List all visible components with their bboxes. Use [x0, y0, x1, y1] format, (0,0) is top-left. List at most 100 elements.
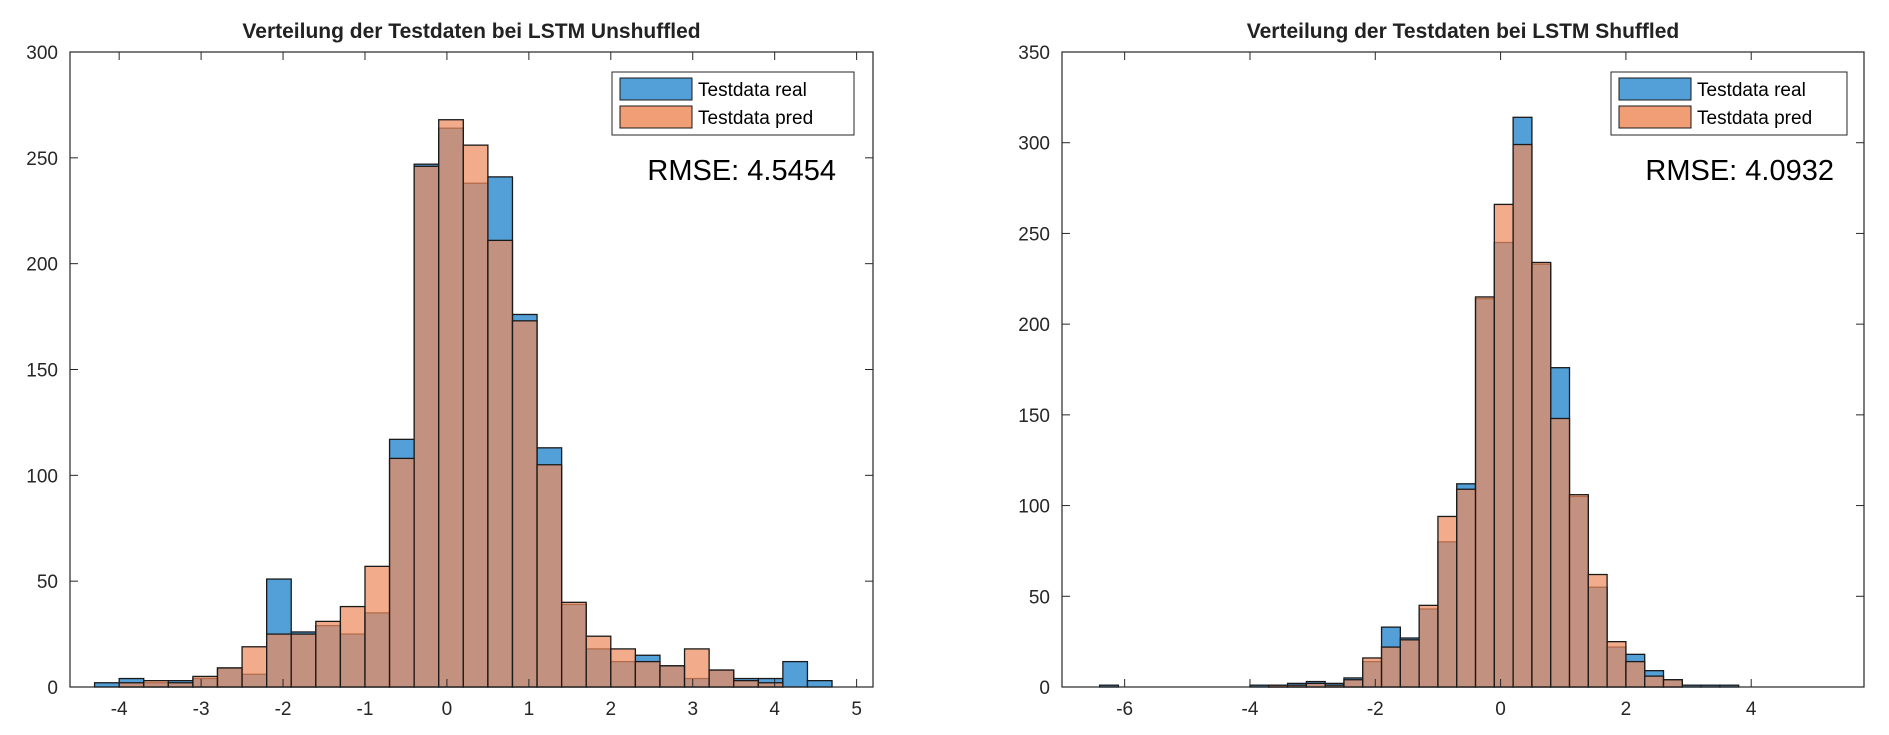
x-tick-label: 0 [442, 699, 453, 720]
bar [1418, 604, 1439, 688]
legend-label: Testdata real [698, 80, 807, 101]
x-tick-label: 4 [1746, 699, 1757, 720]
x-tick-label: -4 [111, 699, 128, 720]
bar [1437, 515, 1458, 688]
x-tick-label: -6 [1116, 699, 1133, 720]
chart-title: Verteilung der Testdaten bei LSTM Unshuf… [242, 20, 700, 43]
y-tick-label: 150 [26, 361, 58, 382]
bar [511, 320, 538, 688]
bar [1474, 296, 1495, 688]
y-tick-label: 300 [26, 43, 58, 64]
bar [1362, 657, 1383, 688]
bar [757, 682, 784, 688]
legend-label: Testdata real [1697, 80, 1806, 101]
x-tick-label: 0 [1495, 699, 1506, 720]
y-tick-label: 250 [26, 149, 58, 170]
y-tick-label: 100 [1018, 497, 1050, 518]
series-real [1098, 116, 1740, 688]
chart-title: Verteilung der Testdaten bei LSTM Shuffl… [1247, 20, 1680, 43]
bar [1550, 417, 1571, 688]
bar [634, 660, 661, 688]
bar [1380, 646, 1401, 688]
series-pred [1268, 143, 1683, 688]
legend: Testdata real Testdata pred [611, 71, 855, 136]
legend-swatch-pred [619, 105, 693, 129]
bar [266, 633, 292, 688]
bar [462, 144, 489, 688]
bar [683, 648, 710, 688]
rmse-annotation: RMSE: 4.5454 [647, 155, 836, 187]
legend-label: Testdata pred [1697, 108, 1812, 129]
bar [438, 119, 464, 688]
y-tick-label: 0 [47, 678, 58, 699]
legend-swatch-real [619, 77, 693, 101]
y-tick-label: 250 [1018, 224, 1050, 245]
bar [339, 605, 366, 688]
bar [1343, 679, 1364, 688]
bar [1606, 640, 1627, 688]
legend-swatch-real [1618, 77, 1692, 101]
bar [610, 648, 637, 688]
bar [560, 601, 587, 688]
y-tick-label: 200 [1018, 315, 1050, 336]
bar [364, 565, 391, 688]
bar [585, 635, 612, 688]
bar [1399, 639, 1420, 688]
x-tick-label: 1 [524, 699, 535, 720]
bar [1512, 143, 1533, 688]
x-tick-label: -2 [275, 699, 292, 720]
chart-unshuffled: Verteilung der Testdaten bei LSTM Unshuf… [26, 20, 874, 720]
y-tick-label: 100 [26, 466, 58, 487]
x-tick-label: -3 [193, 699, 210, 720]
bar [782, 660, 809, 688]
bar [1568, 494, 1589, 688]
y-tick-label: 300 [1018, 134, 1050, 155]
x-tick-label: -1 [357, 699, 374, 720]
x-tick-label: -2 [1367, 699, 1384, 720]
y-tick-label: 200 [26, 255, 58, 276]
x-tick-label: -4 [1242, 699, 1259, 720]
bar [806, 680, 833, 688]
axes-box [1061, 51, 1865, 688]
bar [388, 457, 415, 688]
rmse-annotation: RMSE: 4.0932 [1645, 155, 1834, 187]
bar [118, 682, 145, 688]
bar [315, 620, 342, 688]
bar [487, 239, 514, 688]
x-tick-label: 4 [769, 699, 780, 720]
y-tick-label: 0 [1039, 678, 1050, 699]
bar [659, 665, 686, 688]
y-tick-label: 350 [1018, 43, 1050, 64]
bar [1456, 488, 1477, 688]
bar [1662, 679, 1683, 688]
y-tick-label: 150 [1018, 406, 1050, 427]
bar [1531, 261, 1552, 688]
bar [216, 667, 243, 688]
x-tick-label: 5 [851, 699, 862, 720]
bar [1644, 675, 1665, 688]
bar [536, 464, 563, 688]
bar [1587, 573, 1608, 688]
bar [192, 675, 219, 688]
x-tick-label: 2 [606, 699, 617, 720]
bar [167, 682, 194, 688]
bar [413, 165, 440, 688]
legend: Testdata real Testdata pred [1610, 71, 1848, 136]
y-tick-label: 50 [1029, 587, 1050, 608]
series-pred [118, 119, 784, 688]
bar [708, 669, 735, 688]
bar [1625, 660, 1646, 688]
x-tick-label: 2 [1621, 699, 1632, 720]
legend-swatch-pred [1618, 105, 1692, 129]
bar [290, 633, 317, 688]
legend-label: Testdata pred [698, 108, 813, 129]
y-tick-label: 50 [37, 572, 58, 593]
bar [241, 646, 268, 688]
bar [93, 682, 120, 688]
chart-shuffled: Verteilung der Testdaten bei LSTM Shuffl… [1018, 20, 1865, 720]
bar [143, 680, 169, 688]
bar [733, 680, 759, 688]
x-tick-label: 3 [687, 699, 698, 720]
bar [1493, 203, 1514, 688]
